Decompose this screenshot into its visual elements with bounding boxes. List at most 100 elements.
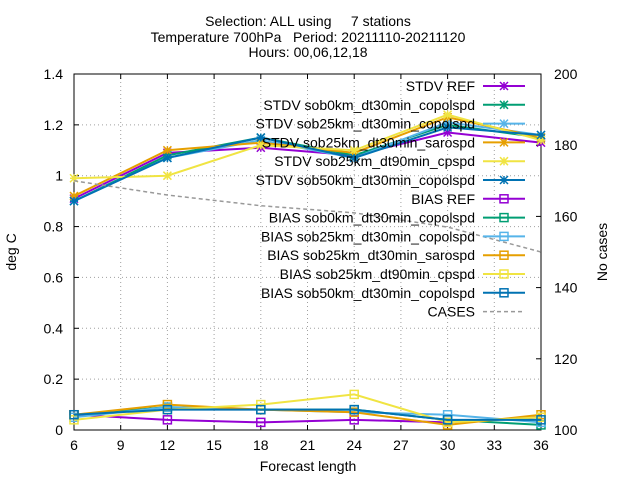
x-tick-label: 15 xyxy=(206,437,222,453)
legend-label: STDV sob0km_dt30min_copolspd xyxy=(263,97,475,113)
star-marker xyxy=(499,137,509,147)
square-marker xyxy=(162,399,173,410)
series-line xyxy=(73,403,542,426)
x-axis-ticks: 6 9 12 15 18 21 24 27 30 33 36 xyxy=(70,74,549,453)
star-marker xyxy=(69,173,79,183)
x-tick-label: 12 xyxy=(160,437,176,453)
y2-axis-ticks: 100 120 140 160 180 200 xyxy=(536,66,578,438)
y2-tick-label: 100 xyxy=(554,422,578,438)
series-bias-sob50km-dt30min-copolspd xyxy=(69,404,546,425)
legend-item: BIAS sob0km_dt30min_copolspd xyxy=(269,210,525,226)
y2-tick-label: 120 xyxy=(554,351,578,367)
legend-label: STDV sob50km_dt30min_copolspd xyxy=(256,172,475,188)
chart-title: Selection: ALL using 7 stations Temperat… xyxy=(151,13,466,60)
x-tick-label: 24 xyxy=(346,437,362,453)
x-tick-label: 18 xyxy=(253,437,269,453)
star-marker xyxy=(69,196,79,206)
title-line-3: Hours: 00,06,12,18 xyxy=(248,44,367,60)
star-marker xyxy=(256,140,266,150)
star-marker xyxy=(443,127,453,138)
x-axis-label: Forecast length xyxy=(260,458,357,474)
legend-label: STDV sob25km_dt90min_cpspd xyxy=(274,153,475,169)
y2-tick-label: 200 xyxy=(554,66,578,82)
square-marker xyxy=(256,399,266,410)
series-line xyxy=(73,131,542,200)
y-tick-label: 0.2 xyxy=(44,371,64,387)
star-marker xyxy=(536,130,546,140)
legend-item: BIAS sob25km_dt90min_cpspd xyxy=(280,266,525,282)
star-marker xyxy=(499,119,509,129)
square-marker xyxy=(499,194,509,204)
series-cases xyxy=(73,180,542,253)
square-marker xyxy=(499,250,509,260)
x-tick-label: 30 xyxy=(440,437,456,453)
legend-item: BIAS REF xyxy=(411,191,525,207)
square-marker xyxy=(256,404,266,415)
y-tick-label: 0.6 xyxy=(44,269,64,285)
y-axis-label: deg C xyxy=(3,233,19,270)
y-tick-label: 1 xyxy=(55,168,63,184)
square-marker xyxy=(499,288,509,298)
star-marker xyxy=(443,117,453,127)
star-marker xyxy=(256,133,266,143)
series-line xyxy=(73,123,542,203)
x-tick-label: 33 xyxy=(487,437,503,453)
series-line xyxy=(73,180,542,253)
series-line xyxy=(73,408,541,421)
y-tick-label: 1.4 xyxy=(44,66,64,82)
legend-label: BIAS sob25km_dt30min_sarospd xyxy=(267,247,475,263)
star-marker xyxy=(536,135,546,145)
square-marker xyxy=(69,415,79,425)
y2-tick-label: 140 xyxy=(554,280,578,296)
star-marker xyxy=(443,110,453,120)
series-line xyxy=(73,126,542,203)
x-tick-label: 27 xyxy=(393,437,409,453)
square-marker xyxy=(69,409,79,420)
legend-item: STDV sob25km_dt90min_cpspd xyxy=(274,153,525,169)
series-layer xyxy=(69,110,546,430)
legend-item: BIAS sob50km_dt30min_copolspd xyxy=(261,285,525,301)
y2-axis-label: No cases xyxy=(594,223,610,281)
legend-item: BIAS sob25km_dt30min_sarospd xyxy=(267,247,525,263)
square-marker xyxy=(442,415,453,425)
legend-item: STDV sob50km_dt30min_copolspd xyxy=(256,172,525,188)
star-marker xyxy=(499,175,509,185)
square-marker xyxy=(162,415,173,425)
square-marker xyxy=(499,212,509,223)
legend-item: BIAS sob25km_dt30min_copolspd xyxy=(261,228,525,244)
star-marker xyxy=(69,191,79,201)
square-marker xyxy=(536,415,546,425)
series-stdv-sob50km-dt30min-copolspd xyxy=(69,122,546,206)
legend-label: STDV sob25km_dt30min_sarospd xyxy=(262,134,475,150)
square-marker xyxy=(499,269,509,279)
legend-item: STDV sob25km_dt30min_sarospd xyxy=(262,134,525,150)
star-marker xyxy=(499,81,509,91)
star-marker xyxy=(499,100,509,110)
legend-item: STDV sob25km_dt30min_copolspd xyxy=(256,116,525,132)
title-line-1: Selection: ALL using 7 stations xyxy=(205,13,411,29)
legend-label: BIAS REF xyxy=(411,191,475,207)
y-tick-label: 0.8 xyxy=(44,219,64,235)
y-tick-label: 0.4 xyxy=(44,320,64,336)
x-tick-label: 36 xyxy=(533,437,549,453)
legend-label: BIAS sob25km_dt30min_copolspd xyxy=(261,228,475,244)
x-tick-label: 6 xyxy=(70,437,78,453)
legend-label: BIAS sob50km_dt30min_copolspd xyxy=(261,285,475,301)
legend-label: BIAS sob25km_dt90min_cpspd xyxy=(280,266,475,282)
square-marker xyxy=(499,231,509,242)
x-tick-label: 21 xyxy=(300,437,316,453)
legend-label: BIAS sob0km_dt30min_copolspd xyxy=(269,210,475,226)
y-tick-label: 0 xyxy=(55,422,63,438)
star-marker xyxy=(349,145,359,155)
legend-item: STDV REF xyxy=(406,78,525,94)
square-marker xyxy=(256,417,266,428)
y-tick-label: 1.2 xyxy=(44,117,64,133)
y2-tick-label: 160 xyxy=(554,208,578,224)
star-marker xyxy=(162,145,172,155)
y2-tick-label: 180 xyxy=(554,137,578,153)
legend-label: STDV REF xyxy=(406,78,475,94)
legend-label: STDV sob25km_dt30min_copolspd xyxy=(256,116,475,132)
title-line-2: Temperature 700hPa Period: 20211110-2021… xyxy=(151,29,466,45)
legend-label: CASES xyxy=(428,304,475,320)
